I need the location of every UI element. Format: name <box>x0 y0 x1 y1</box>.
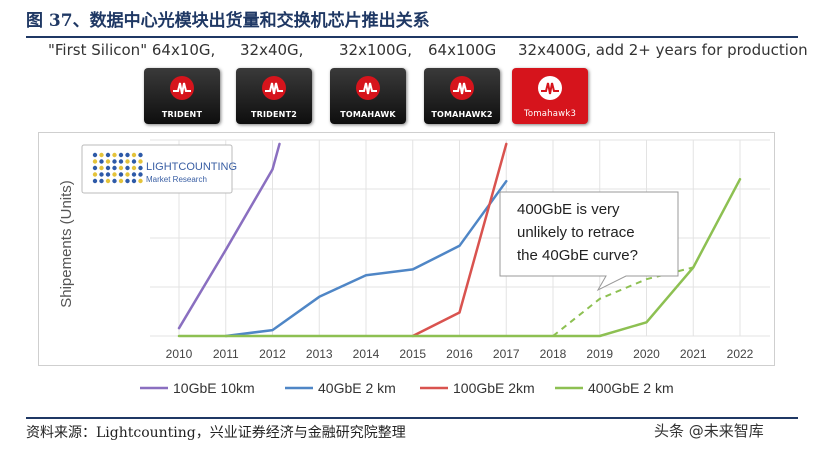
logo-dot <box>118 159 124 164</box>
figure-title: 图 37、数据中心光模块出货量和交换机芯片推出关系 <box>26 11 430 31</box>
logo-dot <box>131 159 137 164</box>
chip-trident: TRIDENT <box>144 68 220 124</box>
chip-tomahawk3: Tomahawk3 <box>512 68 588 124</box>
broadcom-logo-icon <box>538 76 562 100</box>
generation-label-4: 64x100G <box>428 41 497 59</box>
logo-dot <box>105 172 111 177</box>
legend-label: 400GbE 2 km <box>588 380 674 396</box>
grid <box>150 139 770 337</box>
logo-dot <box>131 165 137 171</box>
x-tick-label: 2014 <box>353 347 380 361</box>
chip-name: TOMAHAWK <box>340 110 396 119</box>
logo-dot <box>105 178 111 184</box>
logo-dot <box>131 172 137 177</box>
x-tick-label: 2018 <box>540 347 567 361</box>
x-tick-label: 2020 <box>633 347 660 361</box>
legend: 10GbE 10km 40GbE 2 km 100GbE 2km 400GbE 2 k… <box>140 380 674 396</box>
x-tick-label: 2019 <box>586 347 613 361</box>
x-axis-ticks: 2010 2011 2012 2013 2014 2015 2016 2017 2018 2019… <box>166 347 754 361</box>
logo-dot <box>138 178 143 184</box>
logo-dot <box>112 165 117 171</box>
broadcom-logo-icon <box>356 76 380 100</box>
x-tick-label: 2011 <box>213 347 239 361</box>
logo-dot <box>92 152 98 158</box>
annotation-line-1: 400GbE is very <box>517 201 620 218</box>
chip-name: TRIDENT <box>161 110 203 119</box>
series-line-4 <box>177 177 742 338</box>
logo-dot <box>131 152 137 158</box>
logo-dot <box>138 159 143 164</box>
x-tick-label: 2016 <box>446 347 473 361</box>
logo-dot <box>105 152 111 158</box>
x-tick-label: 2017 <box>493 347 520 361</box>
chip-trident2: TRIDENT2 <box>236 68 312 124</box>
watermark: 头条 @未来智库 <box>654 422 764 440</box>
chip-tomahawk2: TOMAHAWK2 <box>424 68 500 124</box>
logo-dot <box>125 178 130 184</box>
chip-tomahawk: TOMAHAWK <box>330 68 406 124</box>
x-tick-label: 2015 <box>399 347 426 361</box>
annotation-line-3: the 40GbE curve? <box>517 247 638 264</box>
x-tick-label: 2021 <box>680 347 707 361</box>
x-tick-label: 2013 <box>306 347 333 361</box>
series-line-2 <box>224 179 508 338</box>
legend-label: 40GbE 2 km <box>318 380 396 396</box>
logo-dot <box>138 152 143 158</box>
source-rule <box>26 417 798 419</box>
shipments-chart: 2010 2011 2012 2013 2014 2015 2016 2017 2018 2019… <box>58 139 770 396</box>
logo-dot <box>125 152 130 158</box>
logo-dot <box>112 172 117 177</box>
x-tick-label: 2012 <box>259 347 286 361</box>
x-tick-label: 2022 <box>727 347 754 361</box>
logo-dot <box>105 159 111 164</box>
series-line-3 <box>411 142 508 338</box>
x-tick-label: 2010 <box>166 347 193 361</box>
logo-dot <box>99 159 104 164</box>
title-rule <box>26 36 798 38</box>
lightcounting-logo-icon <box>92 152 143 184</box>
logo-dot <box>118 165 124 171</box>
broadcom-logo-icon <box>450 76 474 100</box>
logo-dot <box>112 159 117 164</box>
lightcounting-logo: LIGHTCOUNTING Market Research <box>81 144 237 194</box>
legend-label: 10GbE 10km <box>173 380 255 396</box>
chip-name: TRIDENT2 <box>250 110 298 119</box>
generation-label-5: 32x400G, add 2+ years for production <box>518 41 808 59</box>
logo-dot <box>112 152 117 158</box>
generation-label-1: "First Silicon" 64x10G, <box>48 41 216 59</box>
logo-dot <box>92 178 98 184</box>
chip-name: TOMAHAWK2 <box>431 110 493 119</box>
logo-dot <box>118 172 124 177</box>
logo-dot <box>125 165 130 171</box>
broadcom-logo-icon <box>170 76 194 100</box>
logo-dot <box>125 172 130 177</box>
logo-dot <box>118 152 124 158</box>
logo-dot <box>92 159 98 164</box>
broadcom-logo-icon <box>262 76 286 100</box>
logo-dot <box>105 165 111 171</box>
source-note: 资料来源：Lightcounting，兴业证券经济与金融研究院整理 <box>26 425 406 441</box>
logo-dot <box>92 165 98 171</box>
logo-dot <box>118 178 124 184</box>
logo-dot <box>99 172 104 177</box>
logo-dot <box>92 172 98 177</box>
logo-line-1: LIGHTCOUNTING <box>146 161 237 173</box>
logo-line-2: Market Research <box>146 175 207 184</box>
legend-label: 100GbE 2km <box>453 380 535 396</box>
chip-name: Tomahawk3 <box>523 109 577 119</box>
logo-dot <box>131 178 137 184</box>
annotation-line-2: unlikely to retrace <box>517 224 635 241</box>
logo-dot <box>138 172 143 177</box>
logo-dot <box>99 152 104 158</box>
generation-label-3: 32x100G, <box>339 41 412 59</box>
y-axis-label: Shipements (Units) <box>58 180 75 308</box>
logo-dot <box>99 178 104 184</box>
logo-dot <box>125 159 130 164</box>
logo-dot <box>99 165 104 171</box>
annotation-callout: 400GbE is very unlikely to retrace the 4… <box>499 191 679 292</box>
generation-label-2: 32x40G, <box>240 41 304 59</box>
logo-dot <box>112 178 117 184</box>
logo-dot <box>138 165 143 171</box>
series-line-1 <box>177 142 281 330</box>
